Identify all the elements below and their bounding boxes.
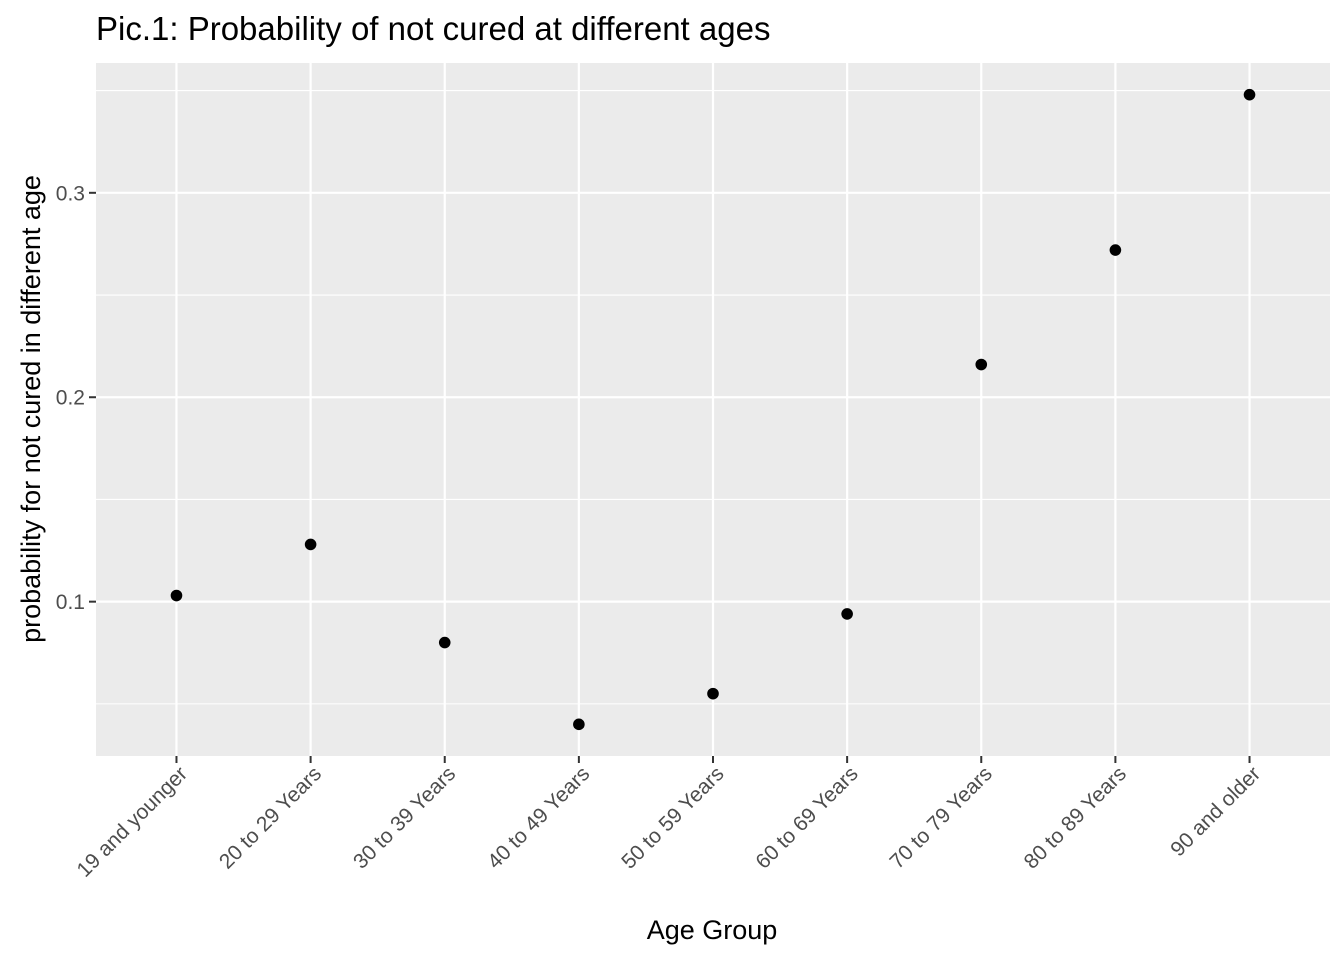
y-axis-title: probability for not cured in different a… [16, 175, 46, 643]
data-point [841, 608, 853, 620]
x-axis: 19 and younger 20 to 29 Years 30 to 39 Yea… [73, 756, 1265, 882]
y-axis: 0.1 0.2 0.3 [56, 182, 96, 614]
y-tick-label: 0.1 [56, 591, 85, 614]
data-point [438, 636, 451, 649]
x-tick-label: 20 to 29 Years [215, 762, 326, 873]
x-tick-label: 50 to 59 Years [617, 762, 728, 873]
data-point [573, 718, 585, 731]
chart-title: Pic.1: Probability of not cured at diffe… [96, 10, 770, 47]
x-tick-label: 60 to 69 Years [751, 762, 862, 873]
y-tick-label: 0.3 [56, 182, 85, 205]
data-point [975, 358, 988, 371]
data-point [170, 589, 183, 602]
x-tick-label: 80 to 89 Years [1020, 762, 1131, 873]
x-tick-label: 70 to 79 Years [886, 762, 997, 873]
data-point [707, 687, 719, 700]
y-tick-label: 0.2 [56, 387, 85, 410]
data-point [304, 538, 317, 551]
x-tick-label: 40 to 49 Years [483, 762, 594, 873]
data-point [1109, 244, 1122, 256]
x-tick-label: 19 and younger [73, 762, 192, 881]
x-axis-title: Age Group [647, 915, 778, 945]
x-tick-label: 30 to 39 Years [349, 762, 460, 873]
x-tick-label: 90 and older [1166, 762, 1265, 861]
data-points [170, 88, 1256, 731]
data-point [1243, 88, 1256, 101]
